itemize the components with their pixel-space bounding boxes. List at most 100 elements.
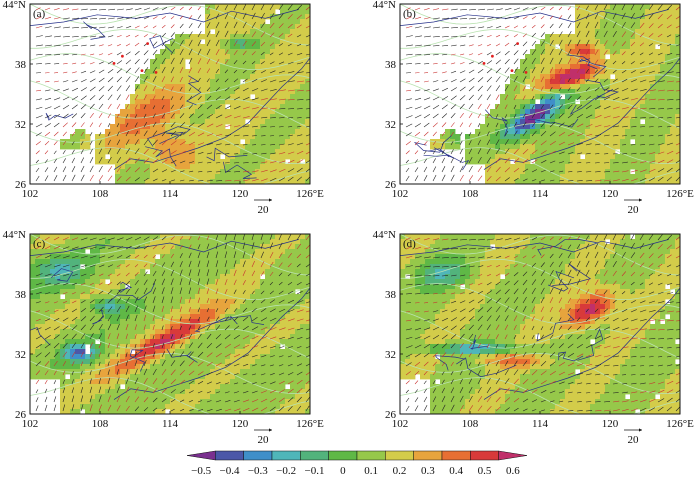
wind-vector: [405, 141, 411, 146]
field-cell: [670, 134, 676, 140]
wind-vector: [170, 57, 175, 65]
field-cell: [580, 144, 586, 150]
wind-vector: [197, 14, 202, 20]
wind-vector: [107, 148, 112, 155]
field-cell: [665, 9, 671, 15]
field-cell: [625, 84, 631, 90]
station-dot: [146, 42, 150, 45]
wind-vector: [98, 132, 102, 137]
field-cell: [650, 99, 656, 105]
field-cell: [595, 124, 601, 130]
field-cell: [175, 299, 181, 305]
field-cell: [645, 14, 651, 20]
wind-vector: [170, 66, 175, 74]
field-cell: [660, 84, 666, 90]
field-cell: [140, 119, 146, 125]
field-cell: [645, 79, 651, 85]
field-cell: [485, 169, 491, 175]
field-cell: [75, 239, 81, 245]
field-cell: [230, 144, 236, 150]
field-cell: [90, 274, 96, 280]
field-cell: [275, 134, 281, 140]
field-cell: [220, 59, 226, 65]
field-cell: [555, 49, 561, 55]
field-cell: [90, 299, 96, 305]
field-cell: [245, 34, 251, 40]
field-cell: [70, 284, 76, 290]
field-cell: [575, 49, 581, 55]
field-cell: [235, 314, 241, 320]
field-cell: [250, 299, 256, 305]
panel-label: (a): [33, 8, 46, 20]
field-cell: [240, 89, 246, 95]
wind-vector: [657, 43, 662, 47]
field-cell: [670, 104, 676, 110]
wind-vector: [116, 131, 120, 137]
field-cell: [135, 234, 141, 240]
field-cell: [205, 309, 211, 315]
wind-vector: [513, 113, 517, 119]
field-cell: [235, 39, 241, 45]
field-cell: [605, 159, 611, 165]
wind-vector: [441, 53, 448, 56]
field-cell: [75, 299, 81, 305]
field-cell: [160, 129, 166, 135]
wind-vector: [459, 9, 467, 11]
field-cell: [630, 69, 636, 75]
field-cell: [545, 139, 551, 145]
field-cell: [265, 334, 271, 340]
field-cell: [245, 299, 251, 305]
field-cell: [200, 174, 206, 180]
field-cell: [470, 159, 476, 165]
field-cell: [520, 69, 526, 75]
field-cell: [290, 39, 296, 45]
field-cell: [200, 324, 206, 330]
field-cell: [155, 89, 161, 95]
wind-vector: [179, 150, 186, 155]
field-cell: [185, 274, 191, 280]
wind-vector: [477, 8, 486, 11]
wind-vector: [648, 108, 656, 110]
field-cell: [205, 174, 211, 180]
wind-vector: [143, 25, 149, 29]
field-cell: [265, 299, 271, 305]
field-cell: [615, 69, 621, 75]
field-cell: [45, 244, 51, 250]
wind-vector: [648, 61, 655, 65]
field-cell: [635, 169, 641, 175]
wind-vector: [639, 169, 647, 173]
field-cell: [175, 274, 181, 280]
field-cell: [230, 39, 236, 45]
field-cell: [130, 104, 136, 110]
field-cell: [605, 39, 611, 45]
wind-vector: [188, 122, 195, 128]
field-cell: [120, 134, 126, 140]
wind-vector: [468, 86, 475, 92]
field-cell: [240, 234, 246, 240]
wind-vector: [459, 174, 464, 182]
station-dot: [112, 62, 116, 65]
wind-vector: [125, 122, 129, 128]
field-cell: [155, 244, 161, 250]
field-cell: [80, 314, 86, 320]
field-cell: [245, 69, 251, 75]
field-cell: [635, 34, 641, 40]
field-cell: [655, 164, 661, 170]
field-cell: [285, 89, 291, 95]
wind-vector: [260, 98, 268, 101]
field-cell: [640, 114, 646, 120]
field-cell: [165, 289, 171, 295]
field-cell: [190, 274, 196, 280]
field-cell: [210, 329, 216, 335]
field-cell: [620, 39, 626, 45]
wind-vector: [657, 33, 663, 38]
wind-vector: [468, 148, 473, 155]
wind-vector: [459, 132, 463, 137]
field-cell: [135, 254, 141, 260]
wind-vector: [161, 32, 167, 38]
field-cell: [570, 159, 576, 165]
field-cell: [100, 144, 106, 150]
field-cell: [295, 159, 301, 165]
field-cell: [220, 104, 226, 110]
